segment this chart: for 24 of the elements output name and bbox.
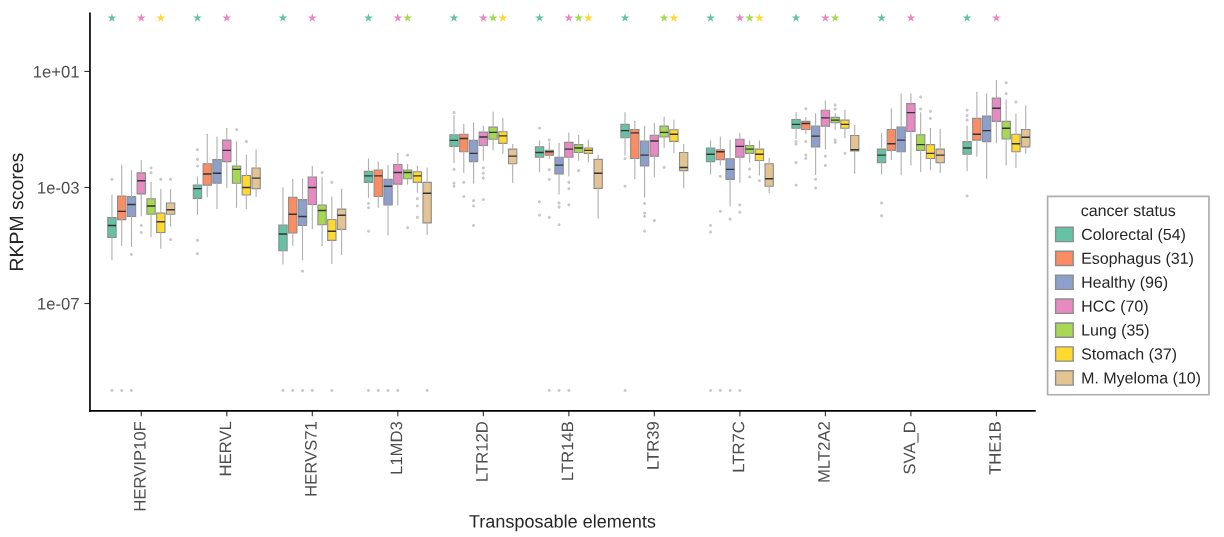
- legend-label: Stomach (37): [1081, 347, 1177, 363]
- x-tick-label: HERVIP10F: [133, 421, 146, 511]
- x-tick-label: HERVS71: [304, 422, 317, 496]
- legend-label: Esophagus (31): [1082, 252, 1193, 268]
- x-tick-label: LTR39: [647, 422, 659, 469]
- legend-label: HCC (70): [1082, 300, 1148, 315]
- legend-label: Healthy (96): [1082, 276, 1168, 292]
- x-tick-label: LTR14B: [561, 422, 574, 480]
- y-axis-title: RKPM scores: [9, 153, 24, 270]
- x-tick-label: LTR7C: [732, 421, 745, 472]
- x-tick-label: SVA_D: [903, 422, 919, 474]
- y-tick-label: 1e-07: [38, 297, 79, 310]
- legend-label: M. Myeloma (10): [1082, 371, 1200, 387]
- x-tick-label: THE1B: [989, 422, 1001, 475]
- y-tick-label: 1e+01: [34, 65, 79, 78]
- y-tick-label: 1e-03: [38, 181, 79, 194]
- x-tick-label: LTR12D: [476, 422, 488, 481]
- legend-title: cancer status: [1081, 205, 1176, 217]
- x-tick-label: HERVL: [219, 421, 232, 476]
- x-axis-title: Transposable elements: [469, 514, 656, 532]
- x-tick-label: L1MD3: [390, 421, 403, 474]
- legend-label: Lung (35): [1082, 324, 1149, 339]
- x-tick-label: MLT2A2: [818, 422, 830, 482]
- legend-label: Colorectal (54): [1081, 228, 1185, 244]
